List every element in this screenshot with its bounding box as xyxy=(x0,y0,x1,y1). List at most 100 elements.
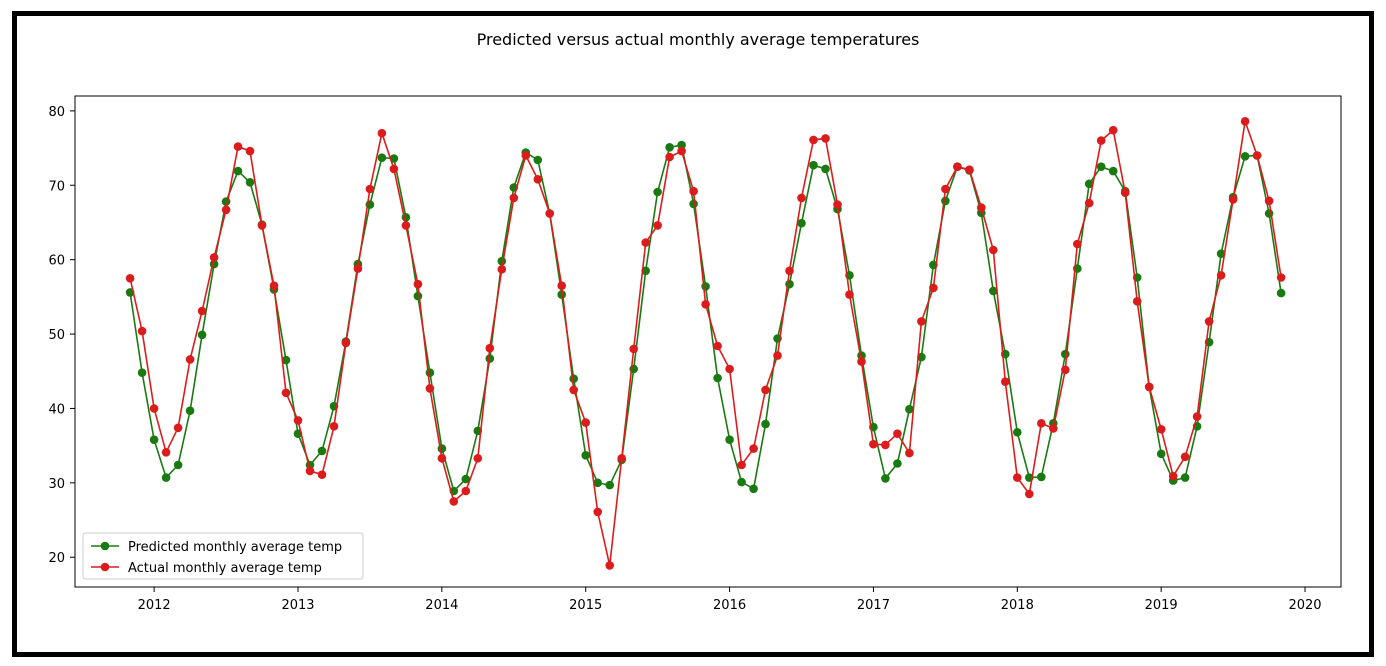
data-point xyxy=(701,300,710,309)
data-point xyxy=(245,178,255,187)
data-point xyxy=(1001,377,1010,387)
data-point xyxy=(125,274,135,283)
data-point xyxy=(1096,162,1106,171)
data-point xyxy=(317,470,327,480)
data-point xyxy=(665,143,674,152)
data-point xyxy=(677,146,686,156)
data-point xyxy=(137,368,147,378)
y-tick-label: 60 xyxy=(48,254,65,269)
data-point xyxy=(905,448,914,458)
data-point xyxy=(557,290,566,299)
x-tick-label: 2020 xyxy=(1288,598,1321,613)
data-point xyxy=(1108,166,1118,176)
data-point xyxy=(497,265,507,274)
data-point xyxy=(965,165,974,174)
data-point xyxy=(593,478,602,488)
data-point xyxy=(1156,449,1166,459)
y-tick-label: 20 xyxy=(48,551,65,566)
data-point xyxy=(329,422,339,431)
data-point xyxy=(677,140,686,150)
data-point xyxy=(845,290,854,299)
data-point xyxy=(1108,125,1118,135)
data-point xyxy=(209,253,219,262)
y-tick-label: 70 xyxy=(48,179,65,194)
data-point xyxy=(773,351,782,360)
data-point xyxy=(1025,489,1034,499)
data-point xyxy=(377,153,387,162)
data-point xyxy=(473,454,483,463)
data-point xyxy=(893,429,902,439)
data-point xyxy=(497,256,507,266)
data-point xyxy=(605,561,614,570)
data-point xyxy=(797,218,806,228)
data-point xyxy=(1037,472,1046,482)
data-point xyxy=(785,266,794,276)
data-point xyxy=(233,166,243,176)
data-point xyxy=(1132,297,1142,306)
data-point xyxy=(281,388,291,398)
plot-area xyxy=(74,95,1342,588)
data-point xyxy=(605,480,614,490)
data-point xyxy=(197,306,207,316)
data-point xyxy=(917,317,926,326)
data-point xyxy=(533,175,543,184)
legend: Predicted monthly average temp Actual mon… xyxy=(82,532,364,580)
data-point xyxy=(881,440,890,450)
x-tick-label: 2015 xyxy=(569,598,602,613)
data-point xyxy=(629,344,638,354)
data-point xyxy=(1084,198,1094,208)
x-tick-label: 2019 xyxy=(1145,598,1178,613)
data-point xyxy=(893,459,902,468)
data-point xyxy=(317,446,327,456)
data-point xyxy=(437,444,447,453)
data-point xyxy=(749,484,758,494)
data-point xyxy=(689,199,698,209)
data-point xyxy=(341,338,351,348)
y-axis: 20 30 40 50 60 70 80 xyxy=(48,105,75,566)
data-point xyxy=(749,444,758,453)
data-point xyxy=(1084,179,1094,189)
data-point xyxy=(149,435,159,445)
data-point xyxy=(293,416,303,425)
data-point xyxy=(533,155,543,165)
data-point xyxy=(485,343,495,353)
data-point xyxy=(809,160,818,170)
data-point xyxy=(389,164,399,174)
data-point xyxy=(881,474,890,483)
legend-marker xyxy=(100,541,110,551)
data-point xyxy=(509,193,519,203)
data-point xyxy=(1073,239,1082,249)
data-point xyxy=(1180,452,1190,462)
data-point xyxy=(989,245,998,255)
data-point xyxy=(725,364,734,374)
data-point xyxy=(1013,473,1022,482)
data-point xyxy=(1037,419,1046,428)
data-point xyxy=(545,209,554,218)
data-point xyxy=(137,326,147,336)
data-point xyxy=(1240,117,1250,126)
x-tick-label: 2012 xyxy=(138,598,171,613)
data-point xyxy=(941,184,950,194)
data-point xyxy=(221,205,231,215)
data-point xyxy=(521,151,531,160)
data-point xyxy=(1252,151,1262,160)
data-point xyxy=(917,352,926,362)
legend-marker xyxy=(100,562,110,572)
data-point xyxy=(1276,273,1286,282)
data-point xyxy=(1276,288,1286,298)
data-point xyxy=(905,404,914,414)
data-point xyxy=(197,330,207,340)
data-point xyxy=(821,134,830,143)
x-tick-label: 2014 xyxy=(425,598,458,613)
data-point xyxy=(569,385,578,395)
data-point xyxy=(761,419,770,429)
y-tick-label: 40 xyxy=(48,402,65,417)
data-point xyxy=(989,286,998,296)
data-point xyxy=(437,454,447,463)
data-point xyxy=(461,486,471,496)
data-point xyxy=(161,473,171,482)
legend-label: Actual monthly average temp xyxy=(128,561,322,576)
data-point xyxy=(401,221,411,230)
data-point xyxy=(257,221,267,230)
